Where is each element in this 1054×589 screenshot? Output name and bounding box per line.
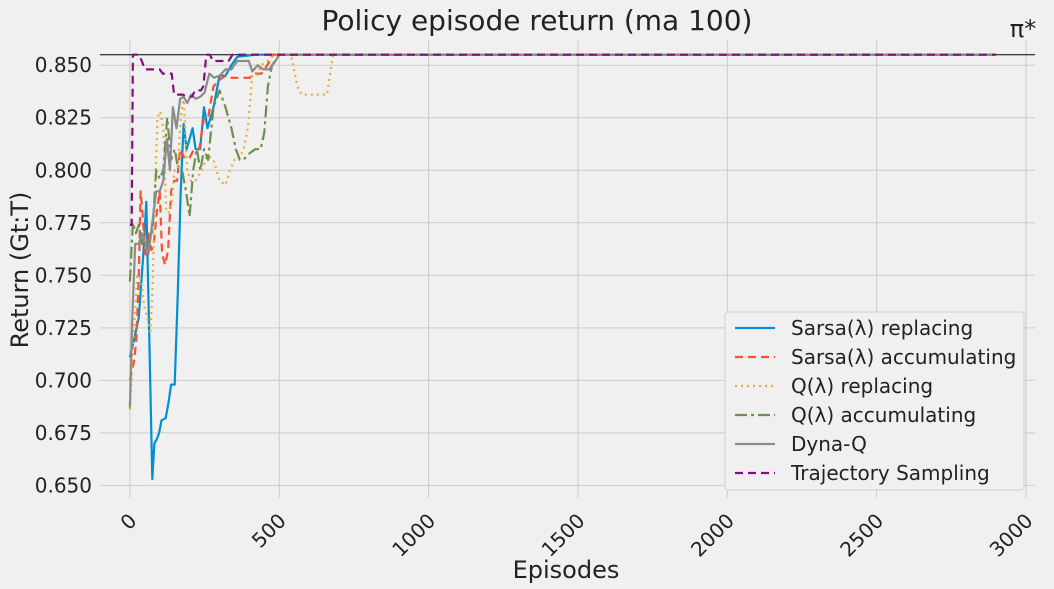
series-line-4 [128,53,997,408]
legend-label: Trajectory Sampling [790,461,990,485]
series-line-5 [129,53,997,226]
y-axis-ticks: 0.650 0.675 0.700 0.725 0.750 0.775 0.800 0.825… [35,53,92,497]
x-axis-label: Episodes [513,556,620,584]
legend-label: Sarsa(λ) replacing [791,316,973,340]
y-tick-label: 0.750 [35,263,92,287]
y-tick-label: 0.650 [35,473,92,497]
legend-label: Sarsa(λ) accumulating [791,345,1016,369]
y-tick-label: 0.725 [35,316,92,340]
y-tick-label: 0.850 [35,53,92,77]
y-tick-label: 0.700 [35,368,92,392]
y-axis-label: Return (Gt:T) [6,192,34,349]
series-line-2 [128,53,997,410]
series-line-1 [128,53,997,381]
y-tick-label: 0.675 [35,421,92,445]
pi-star-label: π* [1010,15,1036,43]
series-lines [128,53,997,481]
chart-title: Policy episode return (ma 100) [322,4,753,37]
legend-box [724,311,1025,491]
y-tick-label: 0.825 [35,106,92,130]
legend: Sarsa(λ) replacing Sarsa(λ) accumulating Q… [724,311,1025,491]
legend-label: Q(λ) accumulating [791,403,976,427]
legend-label: Q(λ) replacing [791,374,933,398]
y-tick-label: 0.775 [35,211,92,235]
y-tick-label: 0.800 [35,158,92,182]
legend-label: Dyna-Q [791,432,867,456]
